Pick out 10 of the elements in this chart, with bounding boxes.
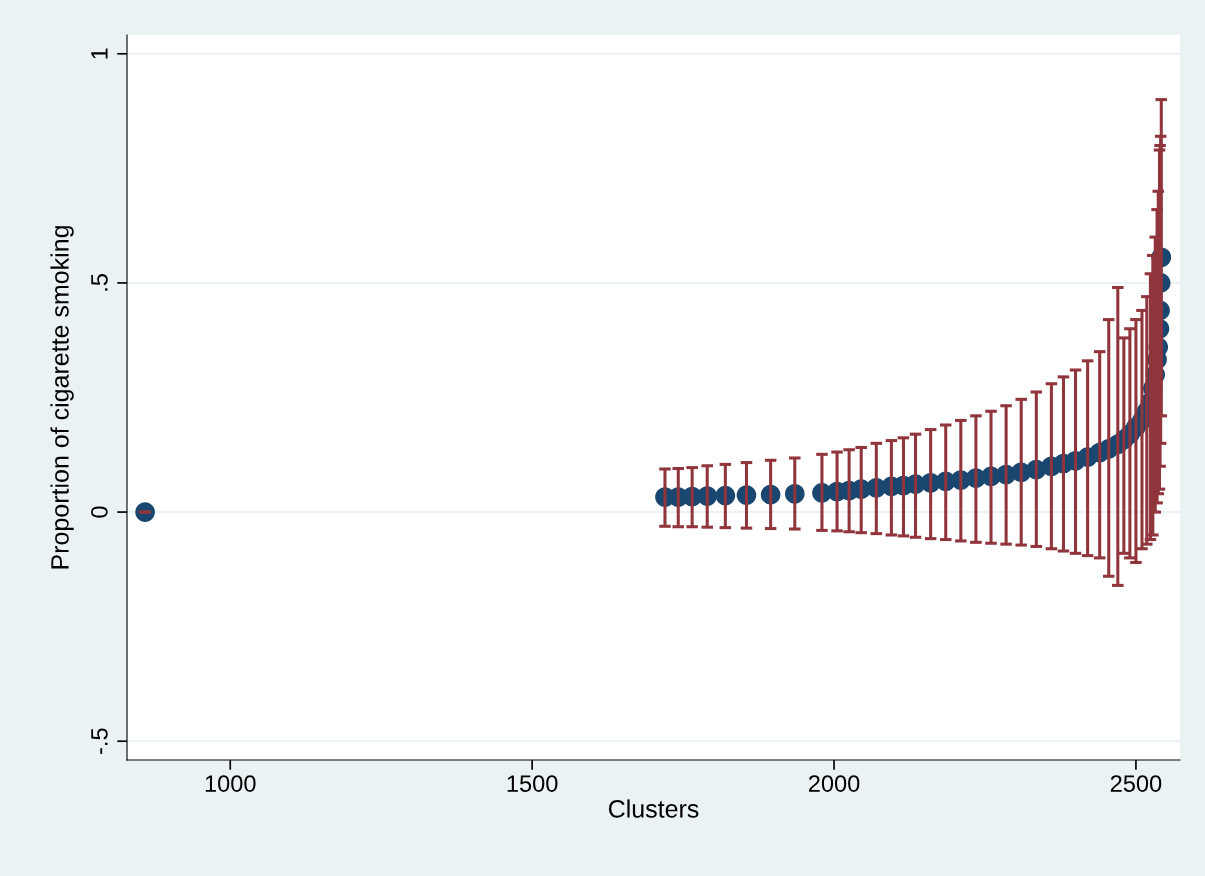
y-tick-label: -.5 <box>91 728 108 754</box>
x-tick-label: 1000 <box>205 775 256 792</box>
y-axis-title: Proportion of cigarette smoking <box>50 226 74 569</box>
x-tick-label: 2000 <box>808 775 860 792</box>
y-tick-label: 0 <box>91 506 108 518</box>
x-tick-label: 2500 <box>1110 775 1162 792</box>
x-tick-label: 1500 <box>507 775 558 792</box>
x-axis-title: Clusters <box>608 799 699 818</box>
y-tick-label: 1 <box>91 48 108 59</box>
y-tick-label: .5 <box>91 274 108 291</box>
